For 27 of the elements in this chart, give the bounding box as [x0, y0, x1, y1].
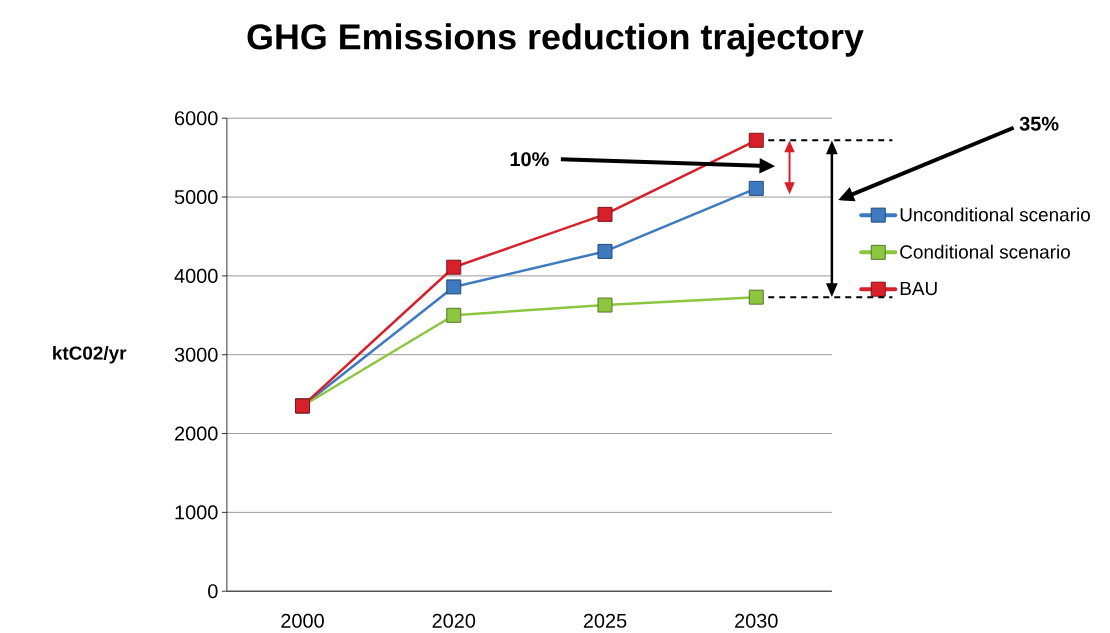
- y-tick-label: 1000: [175, 505, 218, 520]
- point: [597, 243, 613, 259]
- point: [446, 259, 462, 275]
- y-tick-label: 4000: [174, 268, 218, 283]
- chart-title: GHG Emissions reduction trajectory: [247, 23, 864, 57]
- text: 35%: [1019, 116, 1059, 131]
- y-tick-label: 6000: [175, 111, 218, 126]
- legend-label: BAU: [900, 281, 937, 296]
- point: [446, 307, 462, 323]
- legend-label: Conditional scenario: [900, 244, 1070, 259]
- point: [748, 132, 764, 148]
- point: [597, 206, 613, 222]
- point: [446, 279, 462, 295]
- y-tick-label: 2000: [175, 426, 218, 441]
- annotation: 10%: [510, 152, 549, 167]
- x-tick-label: 2020: [432, 613, 476, 628]
- x-tick-label: 2025: [583, 613, 627, 628]
- point: [597, 297, 613, 313]
- point: [748, 180, 764, 196]
- point: [748, 289, 764, 305]
- y-tick-label: 0: [208, 584, 218, 599]
- y-tick-label: 3000: [174, 347, 218, 362]
- x-tick-label: 2030: [735, 613, 778, 628]
- y-tick-label: 5000: [174, 190, 218, 205]
- x-tick-label: 2000: [281, 613, 324, 628]
- legend-label: Unconditional scenario: [900, 207, 1090, 222]
- y-axis-title: ktC02/yr: [53, 345, 127, 364]
